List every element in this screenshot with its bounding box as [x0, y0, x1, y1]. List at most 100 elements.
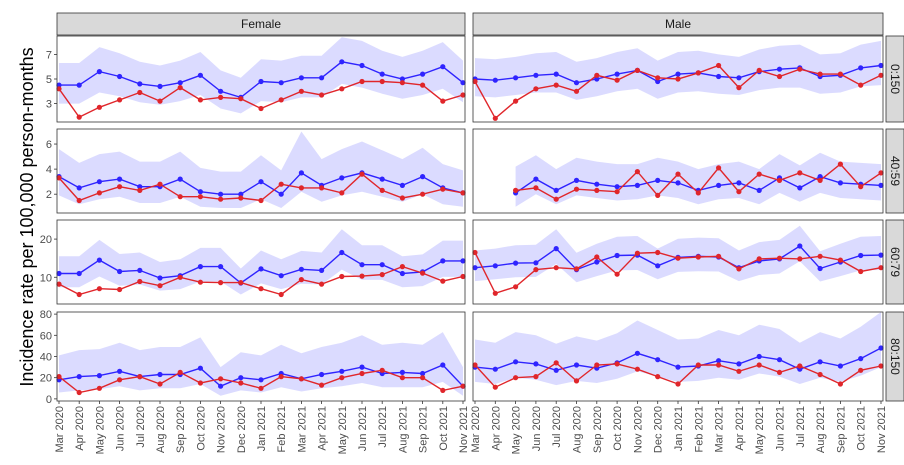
- observed-point: [56, 86, 62, 92]
- observed-point: [278, 374, 284, 380]
- observed-point: [399, 195, 405, 201]
- expected-point: [298, 170, 304, 176]
- observed-point: [359, 370, 365, 377]
- expected-point: [218, 383, 224, 389]
- observed-point: [96, 286, 102, 292]
- expected-point: [440, 258, 446, 264]
- observed-point: [238, 96, 244, 102]
- x-tick-label: Jun 2020: [531, 406, 543, 451]
- expected-point: [56, 270, 62, 277]
- observed-point: [797, 256, 803, 262]
- observed-point: [440, 186, 446, 192]
- observed-point: [319, 281, 325, 287]
- observed-point: [460, 383, 466, 389]
- x-tick-label: May 2021: [337, 406, 349, 454]
- expected-point: [76, 270, 82, 277]
- observed-point: [440, 98, 446, 104]
- expected-point: [379, 262, 385, 268]
- observed-point: [379, 272, 385, 278]
- x-tick-label: Nov 2020: [632, 406, 644, 453]
- expected-point: [716, 182, 722, 188]
- expected-point: [594, 259, 600, 265]
- x-tick-label: Oct 2020: [195, 406, 207, 451]
- y-tick-label: 7: [46, 49, 52, 61]
- expected-point: [177, 80, 183, 86]
- expected-point: [117, 176, 123, 182]
- expected-point: [137, 184, 143, 190]
- x-tick-label: Nov 2021: [876, 406, 888, 453]
- expected-point: [492, 366, 498, 372]
- expected-point: [218, 264, 224, 270]
- expected-point: [655, 78, 661, 85]
- expected-point: [573, 80, 580, 86]
- observed-point: [675, 171, 681, 177]
- observed-point: [736, 189, 742, 195]
- x-tick-label: Mar 2020: [470, 406, 482, 452]
- expected-point: [420, 71, 426, 77]
- observed-point: [716, 62, 722, 69]
- observed-point: [218, 376, 224, 382]
- expected-point: [553, 187, 559, 193]
- row-strip: [885, 219, 904, 305]
- observed-point: [756, 67, 762, 73]
- expected-point: [797, 185, 803, 191]
- observed-point: [117, 286, 123, 293]
- observed-point: [756, 171, 762, 177]
- x-tick-label: Feb 2021: [693, 406, 705, 452]
- x-tick-label: Jun 2020: [115, 406, 127, 451]
- column-strip: [56, 12, 466, 36]
- observed-point: [278, 181, 284, 187]
- expected-point: [258, 179, 264, 185]
- expected-point: [573, 177, 580, 183]
- observed-point: [776, 255, 783, 261]
- expected-point: [177, 176, 183, 182]
- observed-point: [573, 266, 580, 272]
- observed-point: [117, 377, 123, 383]
- x-tick-label: Jul 2021: [377, 406, 389, 448]
- y-tick-label: 20: [40, 373, 52, 385]
- observed-point: [634, 250, 641, 256]
- y-tick-label: 80: [40, 309, 52, 321]
- expected-point: [96, 179, 102, 185]
- expected-point: [655, 357, 661, 363]
- expected-point: [817, 174, 823, 180]
- x-tick-label: Jul 2021: [795, 406, 807, 448]
- observed-point: [460, 190, 466, 196]
- expected-point: [614, 71, 620, 77]
- x-tick-label: Nov 2020: [216, 406, 228, 453]
- expected-point: [533, 72, 539, 78]
- expected-point: [278, 191, 284, 197]
- observed-point: [359, 78, 365, 85]
- expected-point: [634, 182, 641, 188]
- expected-point: [878, 252, 884, 258]
- expected-point: [339, 175, 345, 181]
- expected-point: [96, 257, 102, 263]
- observed-point: [339, 375, 345, 381]
- panel-border: [56, 219, 466, 305]
- observed-point: [298, 185, 304, 191]
- observed-point: [533, 267, 539, 273]
- expected-point: [359, 262, 365, 268]
- expected-point: [440, 362, 446, 368]
- x-tick-label: Jul 2020: [551, 406, 563, 448]
- expected-point: [319, 75, 325, 81]
- observed-point: [117, 97, 123, 103]
- observed-point: [634, 169, 641, 175]
- panel-border: [472, 219, 884, 305]
- x-tick-label: Apr 2021: [317, 406, 329, 451]
- row-strip-label: 60:79: [888, 247, 902, 277]
- observed-point: [756, 256, 762, 262]
- x-tick-label: Nov 2021: [458, 406, 470, 453]
- observed-point: [238, 380, 244, 386]
- observed-point: [878, 170, 884, 176]
- observed-point: [573, 88, 580, 94]
- observed-point: [533, 86, 539, 92]
- observed-point: [695, 190, 701, 196]
- observed-point: [797, 170, 803, 176]
- observed-point: [695, 70, 701, 76]
- x-tick-label: Mar 2021: [714, 406, 726, 452]
- observed-point: [359, 171, 365, 177]
- observed-point: [594, 362, 600, 368]
- x-tick-label: Mar 2020: [54, 406, 66, 452]
